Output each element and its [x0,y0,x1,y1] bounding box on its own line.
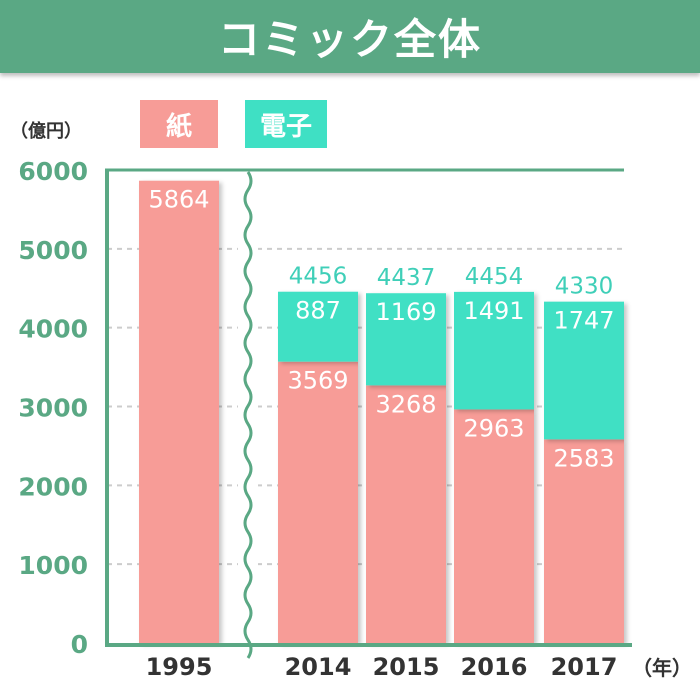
bar-digital-2015 [366,293,446,386]
bar-paper-2014 [278,361,358,643]
bar-paper-2016 [454,409,534,643]
y-tick-label-2000: 2000 [18,472,88,501]
data-label-digital-2016: 1491 [463,297,524,325]
bar-paper-1995 [139,180,219,644]
x-tick-label-2017: 2017 [551,653,618,681]
y-tick-label-4000: 4000 [18,315,88,344]
total-label-2017: 4330 [555,274,614,300]
x-tick-label-2016: 2016 [461,653,528,681]
title-bar: コミック全体 [0,0,700,73]
bar-digital-2014 [278,291,358,362]
y-tick-label-1000: 1000 [18,551,88,580]
total-label-2014: 4456 [289,264,348,290]
x-tick-label-2015: 2015 [373,653,440,681]
data-label-paper-2014: 3569 [287,367,348,395]
y-axis-unit: （億円） [10,120,82,142]
data-label-digital-2014: 887 [295,297,341,325]
x-tick-label-2014: 2014 [285,653,352,681]
data-label-paper-2015: 3268 [375,390,436,418]
data-label-paper-2017: 2583 [553,444,614,472]
x-tick-label-1995: 1995 [146,653,213,681]
bar-digital-2016 [454,291,534,410]
legend-digital: 電子 [245,100,327,148]
x-axis-unit: （年） [632,656,692,680]
data-label-paper-1995: 5864 [148,186,209,214]
bar-digital-2017 [544,301,624,440]
y-tick-label-3000: 3000 [18,394,88,423]
data-label-digital-2017: 1747 [553,307,614,335]
legend-paper: 紙 [140,100,218,148]
axis-break-wave [243,171,253,659]
chart-title: コミック全体 [217,15,482,64]
legend-paper-label: 紙 [165,111,192,142]
total-label-2015: 4437 [377,265,436,291]
data-label-digital-2015: 1169 [375,298,436,326]
bar-paper-2015 [366,385,446,643]
data-label-paper-2016: 2963 [463,414,524,442]
bar-paper-2017 [544,439,624,643]
y-tick-label-5000: 5000 [18,236,88,265]
y-tick-label-0: 0 [71,630,88,659]
legend-digital-label: 電子 [259,111,312,142]
y-tick-label-6000: 6000 [18,157,88,186]
total-label-2016: 4454 [465,264,524,290]
